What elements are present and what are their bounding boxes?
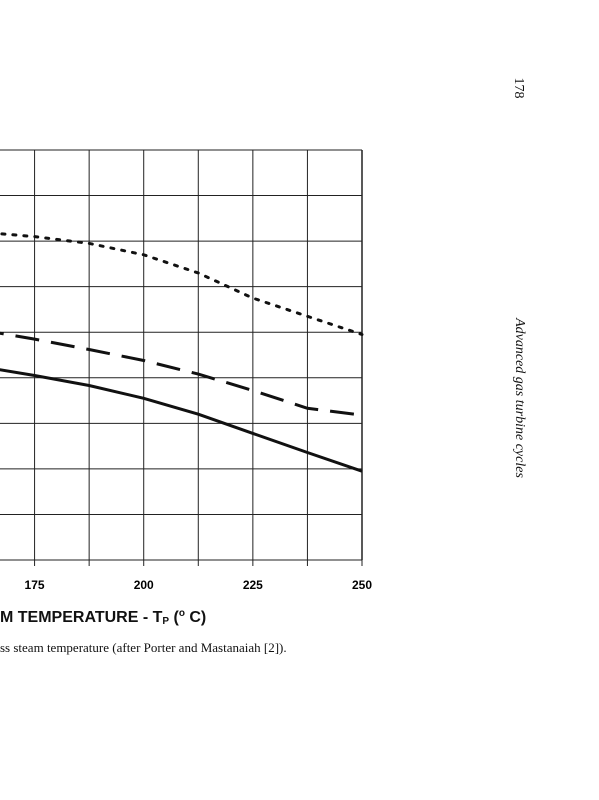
x-tick-label: 200	[134, 578, 154, 592]
chart-series	[0, 232, 364, 473]
figure-caption: ss steam temperature (after Porter and M…	[0, 640, 287, 655]
x-axis-label-suffix: C)	[184, 609, 207, 626]
x-axis-label: M TEMPERATURE - TP (o C)	[0, 608, 206, 627]
series-line-dashed	[0, 331, 363, 417]
chart-grid	[0, 149, 363, 561]
x-axis-label-mid: (	[169, 609, 179, 626]
series-line-solid	[0, 368, 363, 473]
x-axis-label-degree: o	[178, 608, 185, 619]
x-tick-label: 175	[25, 578, 45, 592]
x-tick-label: 225	[243, 578, 263, 592]
x-axis-label-prefix: M TEMPERATURE - T	[0, 609, 163, 626]
x-tick-label: 250	[352, 578, 372, 592]
x-axis-ticks: 175 200 225 250	[25, 560, 372, 592]
x-axis-label-subscript: P	[162, 616, 170, 627]
series-line-dotted	[0, 232, 364, 336]
